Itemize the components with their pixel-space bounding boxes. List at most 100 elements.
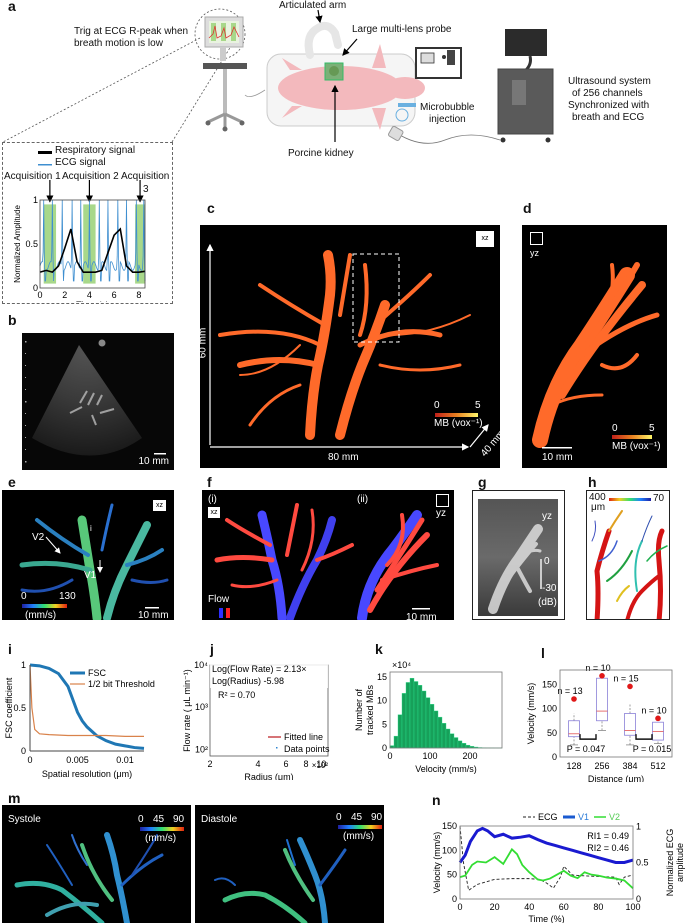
bmode-sector	[32, 345, 142, 456]
panel-label-k: k	[375, 641, 383, 657]
g-cbar-min: -30	[542, 583, 557, 594]
b-scale-label: 10 mm	[138, 456, 169, 467]
x-tick-label: 200	[462, 751, 477, 761]
x-tick-label: 40	[524, 902, 534, 912]
view-cube-xz: xz	[476, 231, 494, 247]
x-tick-label: 128	[566, 761, 581, 771]
histogram-bar	[441, 723, 447, 749]
zoom-line-left	[2, 37, 201, 143]
legend-threshold: 1/2 bit Threshold	[88, 679, 155, 689]
x-axis-label: Velocity (mm/s)	[415, 764, 477, 774]
y-tick-label: 5	[382, 719, 387, 729]
x-axis-label: Radius (μm)	[244, 772, 293, 780]
velocity-boxplot: n = 13 128 n = 10 256 n = 15 384 n = 10 512 P = …	[526, 663, 673, 782]
acquisition-chart: 0 2 4 6 8 0 0.5 1 Time (s) Normalized Amplitude	[13, 180, 146, 302]
panel-label-f: f	[207, 474, 212, 490]
y-axis-label-line2: tracked MBs	[365, 684, 375, 735]
y-tick-label: 10³	[195, 702, 208, 712]
y-tick-label: 0.5	[13, 703, 26, 713]
y2-tick-label: 1	[636, 821, 641, 831]
view-cube-yz	[530, 232, 543, 245]
roi-box	[352, 253, 400, 343]
acquisition-inset	[2, 142, 173, 304]
x-tick-label: 0	[37, 290, 42, 300]
x-axis-label: Time (%)	[528, 914, 564, 923]
n-label: n = 10	[585, 663, 610, 673]
panel-label-m: m	[8, 790, 21, 806]
x-multiplier: ×10²	[312, 761, 329, 770]
e-scale-bar	[145, 607, 159, 609]
series-ecg	[459, 826, 634, 892]
bmode-image: 10 mm	[22, 333, 174, 470]
series-fsc	[29, 663, 145, 750]
plot-frame	[459, 825, 634, 900]
f-view-cube-xz: xz	[208, 507, 220, 518]
pig-head	[385, 77, 425, 99]
label-microbubble-2: injection	[429, 114, 466, 125]
keyboard	[203, 63, 247, 69]
legend-ecg: ECG	[538, 812, 558, 822]
y-tick-label: 1	[21, 660, 26, 670]
legend-bg	[266, 730, 327, 754]
y2-axis-label-line2: amplitude	[675, 843, 685, 882]
m-s-tick-0: 0	[138, 814, 144, 825]
label-us-2: of 256 channels	[572, 88, 643, 99]
m-diastole-label: Diastole	[201, 814, 238, 825]
flow-up-arrow-icon	[226, 608, 230, 618]
y-tick-label: 50	[447, 870, 457, 880]
x-tick-label: 4	[255, 759, 260, 769]
vessel-tree	[218, 250, 471, 440]
trig-text-line2: breath motion is low	[74, 38, 163, 49]
flow-tree-xz	[214, 503, 354, 620]
m-d-tick-90: 90	[371, 812, 383, 823]
annotation-bg	[210, 664, 328, 688]
plot-frame	[39, 199, 146, 289]
axis-40mm	[469, 424, 489, 448]
x-tick-label: 100	[422, 751, 437, 761]
vessel-radius-map: 400 μm 70	[586, 490, 670, 620]
c-height-label: 60 mm	[200, 327, 209, 359]
g-colorbar	[540, 559, 542, 589]
x-tick-label: 20	[490, 902, 500, 912]
e-view-cube: xz	[153, 500, 166, 511]
x-axis-label: Time (s)	[76, 300, 109, 302]
y-axis-label: Normalized Amplitude	[13, 205, 22, 283]
panel-label-g: g	[478, 474, 487, 490]
volume-render-yz: yz 10 mm 0 5 MB (vox⁻¹)	[522, 225, 667, 468]
mb-colorbar	[435, 413, 478, 417]
histogram-bar	[405, 682, 411, 749]
legend-ecg: ECG signal	[55, 157, 106, 168]
legend-resp: Respiratory signal	[55, 145, 136, 156]
histogram-bar	[393, 735, 399, 749]
e-cbar-unit: (mm/s)	[25, 610, 57, 620]
annotation-line-2: Log(Radius) -5.98	[212, 676, 284, 686]
e-v2-label: V2	[32, 532, 45, 543]
power-doppler-image: yz 0 -30 (dB)	[478, 499, 558, 616]
panel-label-c: c	[207, 200, 215, 216]
fsc-chart: 0 0.005 0.01 0 0.5 1 Spatial resolution (μm) FS…	[4, 660, 155, 779]
vessel-tree-velocity	[19, 503, 169, 620]
d-cbar-min: 0	[612, 423, 618, 434]
x-tick-label: 2	[62, 290, 67, 300]
e-i-mark: i	[90, 524, 92, 533]
c-width-label: 80 mm	[328, 452, 359, 463]
panel-label-j: j	[210, 641, 214, 657]
trig-text-line1: Trig at ECG R-peak when	[74, 26, 189, 37]
y-tick-label: 0	[33, 283, 38, 293]
histogram-bar	[433, 710, 439, 749]
m-diastole-colorbar	[338, 825, 382, 829]
panel-label-a: a	[8, 0, 16, 14]
g-frame: yz 0 -30 (dB)	[472, 490, 565, 620]
acq1-label: Acquisition 1	[4, 171, 61, 182]
box	[568, 720, 580, 738]
setup-illustration	[2, 8, 554, 144]
histogram-bar	[461, 743, 467, 749]
bubble-icon	[395, 108, 409, 122]
systole-map: Systole 0 45 90 (mm/s)	[2, 805, 191, 923]
label-probe: Large multi-lens probe	[352, 24, 452, 35]
d-view-label: yz	[530, 248, 539, 258]
g-cbar-max: 0	[544, 556, 550, 567]
y-axis-label-line1: Number of	[354, 689, 364, 732]
n-label: n = 15	[613, 673, 638, 683]
